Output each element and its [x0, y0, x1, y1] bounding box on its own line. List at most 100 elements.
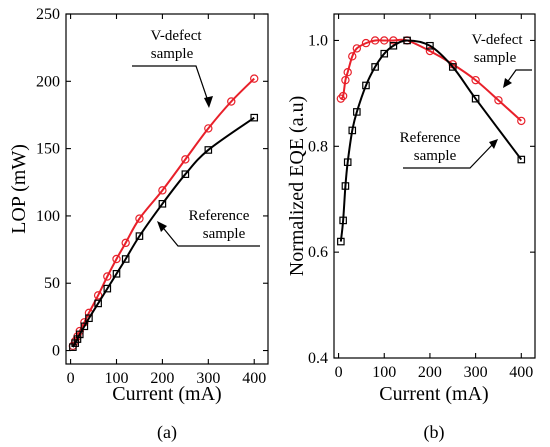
panel-a-reference-label-line1: Reference	[189, 208, 250, 224]
panel-b-vdefect-point	[370, 36, 380, 45]
panel-a-plot-frame	[65, 13, 269, 365]
panel-b-y-tick-label: 0.8	[308, 138, 328, 155]
panel-a-y-tick-label: 100	[36, 208, 60, 225]
panel-b-vdefect-label-line2: sample	[474, 50, 517, 66]
panel-b: 0 100 200 300 400 0.4 0.6 0.8 1.0 Current (mA) N…	[286, 13, 536, 443]
panel-a-x-tick-label: 400	[242, 370, 266, 387]
panel-b-vdefect-point	[361, 38, 371, 48]
panel-b-vdefect-pointer	[505, 69, 532, 85]
panel-b-reference-point	[348, 126, 357, 135]
panel-a-y-tick-label: 250	[36, 6, 60, 23]
panel-b-vdefect-point	[471, 75, 480, 85]
panel-a-vdefect-point	[158, 186, 167, 195]
panel-b-vdefect-label-line1: V-defect	[471, 32, 523, 48]
panel-b-caption: (b)	[424, 422, 445, 443]
panel-a-reference-label-line2: sample	[203, 226, 246, 242]
panel-b-vdefect-point	[389, 36, 398, 45]
panel-a-y-axis-label: LOP (mW)	[8, 144, 30, 234]
panel-b-reference-pointer	[403, 142, 495, 169]
panel-b-y-tick-label: 0.6	[308, 244, 328, 261]
panel-a-x-tick-label: 300	[196, 370, 220, 387]
panel-b-reference-point	[341, 182, 350, 190]
panel-a-x-tick-label: 100	[105, 370, 129, 387]
panel-b-x-axis-label: Current (mA)	[379, 383, 488, 405]
panel-b-reference-point	[353, 108, 361, 116]
panel-a-y-tick-label: 50	[44, 275, 60, 292]
panel-b-reference-point	[389, 41, 398, 50]
panel-b-series-reference-line	[339, 39, 523, 242]
panel-a-vdefect-label-line2: sample	[151, 46, 194, 62]
panel-a-vdefect-point	[250, 74, 259, 83]
panel-b-x-tick-label: 300	[464, 364, 488, 381]
panel-a-reference-point	[158, 200, 167, 208]
panel-a-x-tick-label: 0	[67, 370, 75, 387]
panel-b-vdefect-arrowhead	[503, 78, 512, 88]
panel-a-reference-pointer	[159, 223, 260, 247]
panel-a-reference-point	[204, 146, 213, 154]
panel-b-vdefect-point	[380, 36, 389, 45]
panel-b-x-tick-label: 400	[509, 364, 533, 381]
panel-a-reference-point	[112, 270, 121, 278]
panel-a-vdefect-point	[103, 272, 112, 281]
panel-a-vdefect-arrowhead	[204, 96, 213, 108]
panel-b-reference-point	[403, 36, 411, 45]
panel-a-reference-point	[69, 343, 77, 351]
panel-a-vdefect-point	[204, 124, 213, 133]
panel-b-reference-point	[448, 63, 457, 71]
panel-a-reference-point	[94, 299, 102, 308]
panel-a-vdefect-label-line1: V-defect	[150, 28, 202, 44]
panel-a-reference-point	[75, 330, 84, 339]
panel-b-vdefect-point	[494, 96, 503, 105]
panel-a-y-tick-label: 150	[36, 141, 60, 158]
panel-a-reference-point	[121, 255, 130, 263]
panel-a-ticks: 0 100 200 300 400 0 50 100 150 200 250	[36, 6, 268, 387]
panel-a: 0 100 200 300 400 0 50 100 150 200 250 Current (mA…	[8, 6, 269, 443]
panel-a-vdefect-point	[112, 254, 121, 264]
panel-b-reference-point	[337, 237, 345, 246]
panel-a-x-axis-label: Current (mA)	[112, 383, 221, 405]
panel-a-y-tick-label: 0	[52, 343, 60, 360]
panel-b-vdefect-point	[517, 116, 526, 126]
panel-b-vdefect-point	[341, 75, 350, 85]
panel-b-reference-point	[471, 94, 480, 103]
panel-b-reference-point	[343, 158, 352, 166]
panel-b-y-tick-label: 0.4	[308, 350, 328, 367]
panel-b-series	[336, 36, 526, 246]
panel-b-vdefect-point	[352, 44, 362, 53]
panel-b-x-tick-label: 100	[372, 364, 396, 381]
panel-b-reference-point	[517, 155, 526, 164]
panel-b-vdefect-point	[343, 68, 352, 77]
panel-b-reference-point	[362, 81, 370, 90]
panel-a-vdefect-pointer	[132, 65, 210, 105]
panel-a-reference-point	[80, 322, 89, 331]
panel-a-vdefect-point	[227, 97, 236, 106]
panel-b-reference-point	[339, 216, 347, 225]
panel-b-vdefect-point	[338, 91, 348, 101]
panel-b-ticks: 0 100 200 300 400 0.4 0.6 0.8 1.0	[308, 14, 535, 381]
panel-b-reference-point	[426, 41, 434, 50]
panel-b-reference-point	[371, 63, 379, 71]
panel-a-vdefect-point	[121, 238, 130, 248]
panel-a-vdefect-point	[181, 155, 190, 164]
panel-a-reference-point	[181, 170, 190, 178]
panel-a-reference-point	[103, 284, 112, 293]
panel-b-reference-label-line2: sample	[414, 148, 457, 164]
panel-a-reference-arrowhead	[157, 221, 167, 232]
panel-b-y-tick-label: 1.0	[308, 32, 328, 49]
panel-a-vdefect-point	[135, 214, 144, 223]
panel-a-reference-point	[85, 314, 93, 323]
panel-a-reference-point	[73, 335, 82, 343]
panel-b-x-tick-label: 0	[335, 364, 343, 381]
panel-b-y-axis-label: Normalized EQE (a.u)	[286, 96, 308, 276]
panel-a-reference-point	[71, 339, 79, 347]
panel-b-vdefect-point	[348, 52, 357, 61]
panel-a-series	[68, 74, 259, 351]
panel-b-reference-label-line1: Reference	[400, 130, 461, 146]
panel-b-reference-arrowhead	[489, 139, 498, 149]
panel-a-reference-point	[135, 232, 144, 240]
panel-a-x-tick-label: 200	[150, 370, 174, 387]
panel-b-x-tick-label: 200	[418, 364, 442, 381]
panel-b-reference-point	[380, 49, 389, 58]
panel-b-plot-frame	[333, 13, 536, 359]
